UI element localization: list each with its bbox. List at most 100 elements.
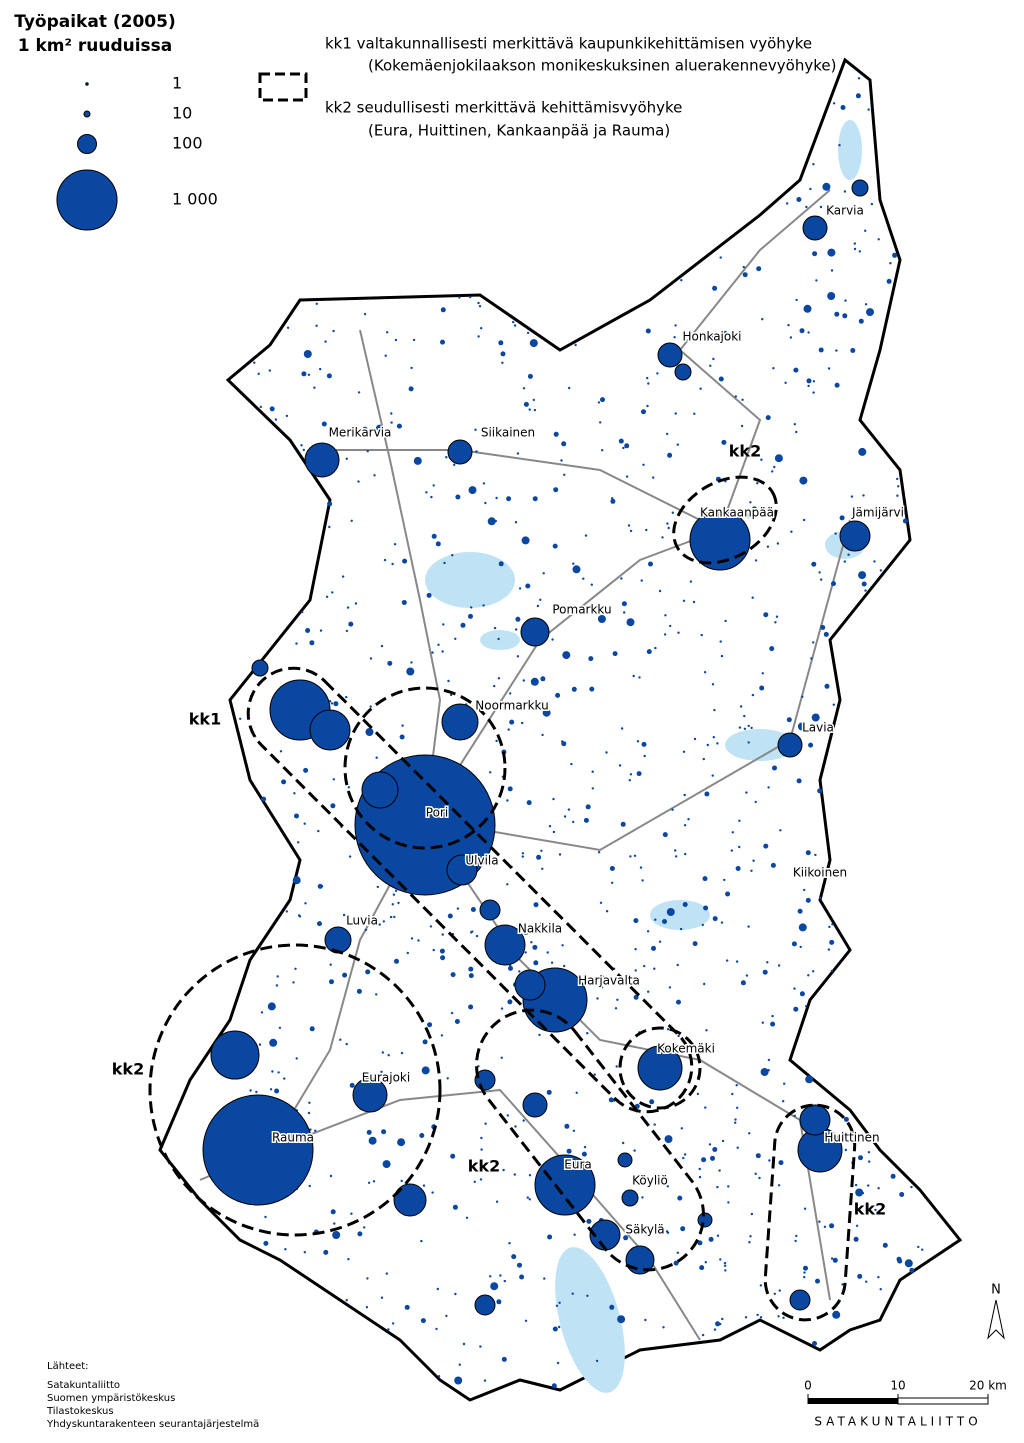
employment-dot	[502, 1168, 505, 1172]
employment-dot	[754, 1172, 757, 1176]
employment-dot	[495, 739, 498, 743]
employment-dot	[479, 1178, 483, 1181]
employment-dot	[706, 743, 709, 747]
employment-dot	[440, 955, 446, 961]
employment-dot	[508, 1242, 511, 1245]
employment-dot	[629, 529, 633, 533]
employment-dot	[794, 1239, 797, 1243]
employment-dot	[507, 786, 513, 792]
employment-dot	[747, 741, 750, 744]
employment-dot	[582, 577, 585, 580]
employment-dot	[761, 672, 764, 675]
employment-dot	[738, 726, 742, 729]
scale-bar-fill	[808, 1398, 898, 1404]
employment-dot	[730, 849, 733, 852]
employment-dot	[708, 1236, 714, 1242]
employment-dot	[658, 589, 662, 593]
employment-dot	[676, 443, 679, 446]
employment-dot	[765, 415, 771, 421]
employment-dot	[746, 513, 752, 519]
employment-dot	[501, 361, 504, 364]
employment-dot	[862, 494, 865, 497]
employment-dot	[521, 852, 525, 855]
employment-dot	[498, 340, 504, 346]
employment-dot	[437, 1375, 441, 1378]
employment-dot	[855, 1224, 859, 1228]
employment-dot	[356, 988, 362, 994]
employment-dot	[380, 644, 384, 648]
lake	[425, 552, 515, 608]
employment-dot	[812, 163, 815, 166]
employment-dot	[450, 972, 456, 978]
employment-dot	[328, 700, 332, 703]
employment-dot	[828, 925, 831, 929]
employment-dot	[641, 409, 646, 415]
employment-dot	[536, 854, 542, 860]
employment-dot	[533, 960, 539, 966]
employment-dot	[724, 1269, 727, 1272]
employment-dot	[345, 1299, 348, 1302]
employment-dot	[744, 448, 748, 451]
employment-dot	[346, 606, 350, 609]
employment-dot	[528, 408, 531, 411]
employment-dot	[812, 970, 815, 973]
employment-dot	[740, 424, 744, 428]
employment-dot	[857, 77, 861, 80]
employment-dot	[811, 713, 820, 722]
employment-dot	[347, 786, 350, 789]
zone-kk2	[672, 475, 778, 565]
employment-dot	[521, 855, 524, 858]
employment-dot	[768, 1159, 771, 1162]
employment-dot	[397, 1138, 406, 1147]
employment-dot	[286, 326, 290, 329]
employment-dot	[321, 421, 327, 427]
employment-dot	[642, 463, 645, 466]
employment-dot	[666, 522, 669, 525]
employment-dot	[546, 1089, 552, 1095]
employment-dot	[326, 373, 332, 379]
employment-dot	[668, 986, 672, 989]
employment-dot	[420, 1318, 426, 1324]
employment-dot	[868, 1160, 871, 1163]
employment-dot	[829, 1223, 835, 1229]
employment-dot	[264, 1215, 267, 1219]
employment-dot	[574, 570, 578, 574]
place-label: Lavia	[802, 721, 834, 735]
employment-dot	[332, 329, 335, 333]
employment-dot	[830, 969, 834, 973]
employment-dot	[484, 501, 487, 505]
employment-dot	[683, 824, 687, 827]
employment-dot	[793, 1006, 799, 1012]
employment-circle	[441, 703, 479, 741]
employment-dot	[528, 1174, 532, 1177]
employment-dot	[605, 910, 609, 913]
employment-dot	[518, 587, 522, 590]
employment-dot	[812, 641, 815, 644]
employment-dot	[390, 421, 393, 424]
legend-title: Työpaikat (2005)	[14, 12, 175, 32]
employment-dot	[767, 786, 770, 789]
employment-dot	[751, 693, 755, 697]
employment-dot	[382, 1160, 391, 1169]
employment-dot	[797, 908, 803, 914]
employment-dot	[284, 1248, 287, 1251]
employment-dot	[620, 577, 623, 580]
employment-dot	[325, 595, 329, 598]
employment-dot	[369, 705, 372, 708]
employment-dot	[553, 431, 559, 437]
employment-dot	[303, 1251, 306, 1254]
employment-dot	[796, 197, 802, 202]
employment-dot	[805, 1005, 808, 1008]
employment-dot	[731, 1092, 734, 1096]
employment-dot	[772, 367, 775, 370]
legend: 1 10 100 1 000	[56, 74, 218, 231]
employment-circle	[446, 854, 478, 886]
employment-dot	[712, 285, 718, 291]
employment-dot	[421, 1066, 430, 1075]
employment-dot	[509, 692, 512, 695]
employment-dot	[523, 929, 529, 935]
employment-dot	[297, 841, 300, 844]
employment-dot	[532, 496, 538, 502]
employment-dot	[452, 1204, 458, 1210]
employment-dot	[793, 423, 796, 426]
